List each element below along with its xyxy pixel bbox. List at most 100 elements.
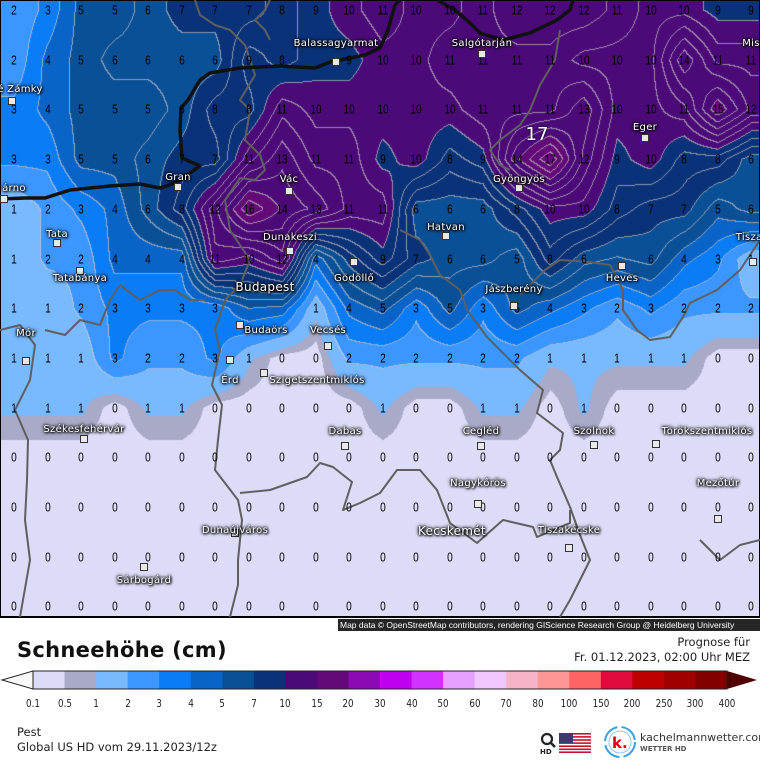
city-marker-gyongyos[interactable] — [515, 184, 523, 192]
kachelmann-logo-icon[interactable]: k. — [602, 725, 638, 759]
city-label-heves[interactable]: Heves — [605, 273, 639, 284]
city-label-torokszentmiklos[interactable]: Törökszentmiklós — [661, 426, 753, 437]
city-label-tiszaf[interactable]: Tiszaf — [735, 232, 760, 243]
city-label-dunaujvaros[interactable]: Dunaújváros — [201, 525, 269, 536]
city-marker-tatabanya[interactable] — [76, 267, 84, 275]
city-marker-jaszbereny[interactable] — [510, 302, 518, 310]
grid-value: 5 — [379, 300, 386, 316]
city-marker-nagykoros[interactable] — [474, 500, 482, 508]
city-label-szigetszentmiklos[interactable]: Szigetszentmiklós — [269, 375, 365, 386]
city-label-vac[interactable]: Vác — [279, 174, 299, 185]
city-label-mezotur[interactable]: Mezőtúr — [696, 478, 740, 489]
city-marker-arno[interactable] — [0, 195, 8, 203]
city-label-budaors[interactable]: Budaörs — [244, 325, 288, 336]
city-label-szolnok[interactable]: Szolnok — [573, 426, 615, 437]
grid-value: 0 — [312, 549, 319, 565]
city-label-jaszbereny[interactable]: Jászberény — [485, 284, 543, 295]
city-marker-szekesfehervar[interactable] — [80, 435, 88, 443]
city-label-dunakeszi[interactable]: Dunakeszi — [262, 232, 318, 243]
grid-value: 10 — [343, 2, 355, 18]
city-marker-szolnok[interactable] — [590, 441, 598, 449]
snow-depth-map[interactable]: 2 3 5 5 6 7 7 7 8 9 10 11 10 10 11 12 12 12 11 10 10 9 9 2 4 5 6 6 6… — [0, 0, 760, 618]
grid-value: 8 — [614, 201, 620, 217]
city-marker-mezotur[interactable] — [714, 515, 722, 523]
color-scale-bar — [0, 670, 757, 690]
legend-level-label: 300 — [687, 697, 704, 710]
city-label-balassagyarmat[interactable]: Balassagyarmat — [293, 38, 379, 49]
grid-value: 4 — [145, 251, 151, 266]
grid-value: 8 — [446, 151, 453, 167]
city-label-ezamky[interactable]: é Zámky — [0, 84, 43, 95]
grid-value: 3 — [11, 101, 17, 117]
city-marker-cegled[interactable] — [477, 442, 485, 450]
city-label-nagykoros[interactable]: Nagykőrös — [450, 478, 506, 489]
grid-value: 2 — [78, 300, 84, 316]
grid-value: 2 — [513, 350, 520, 366]
city-label-tiszakecske[interactable]: Tiszakécske — [537, 525, 601, 536]
city-label-mor[interactable]: Mór — [16, 328, 36, 339]
city-label-szekesfehervar[interactable]: Székesfehérvár — [43, 424, 125, 435]
city-marker-tiszaf[interactable] — [749, 258, 757, 266]
grid-value: 3 — [78, 201, 84, 217]
city-marker-torokszentmiklos[interactable] — [652, 440, 660, 448]
grid-value: 8 — [212, 101, 218, 117]
city-marker-godollo[interactable] — [350, 258, 358, 266]
magnifier-hd-icon[interactable]: HD — [537, 731, 559, 755]
city-label-hatvan[interactable]: Hatvan — [427, 222, 465, 233]
city-label-gyongyos[interactable]: Gyöngyös — [492, 174, 546, 185]
grid-value: 1 — [580, 350, 587, 366]
city-marker-vac[interactable] — [285, 187, 293, 195]
map-attribution[interactable]: Map data © OpenStreetMap contributors, r… — [338, 619, 760, 631]
city-marker-dunakeszi[interactable] — [286, 247, 294, 255]
city-marker-tiszakecske[interactable] — [565, 544, 573, 552]
city-marker-hatvan[interactable] — [442, 232, 450, 240]
city-label-cegled[interactable]: Cegléd — [462, 426, 500, 437]
grid-value: 11 — [243, 151, 254, 167]
city-label-gran[interactable]: Gran — [165, 172, 191, 183]
city-marker-tata[interactable] — [53, 239, 61, 247]
city-marker-vecses[interactable] — [324, 342, 332, 350]
city-marker-balassagyarmat[interactable] — [332, 58, 340, 66]
max-value-label: 17 — [525, 124, 549, 145]
city-label-sarbogard[interactable]: Sárbogárd — [116, 575, 172, 586]
grid-value: 6 — [111, 52, 118, 68]
city-marker-ezamky[interactable] — [8, 97, 16, 105]
grid-value: 0 — [748, 499, 754, 515]
grid-value: 6 — [145, 52, 151, 68]
grid-value: 2 — [446, 350, 453, 366]
city-marker-szigetszentmiklos[interactable] — [260, 369, 268, 377]
grid-value: 9 — [346, 52, 352, 68]
grid-value: 1 — [681, 350, 687, 366]
grid-value: 6 — [178, 52, 185, 68]
brand-name[interactable]: kachelmannwetter.com — [640, 731, 760, 744]
city-label-tatabanya[interactable]: Tatabánya — [52, 273, 108, 284]
city-label-budapest[interactable]: Budapest — [235, 280, 295, 294]
grid-value: 7 — [647, 201, 654, 217]
city-label-tata[interactable]: Tata — [46, 229, 68, 240]
city-marker-budaors[interactable] — [236, 321, 244, 329]
grid-value: 0 — [111, 549, 118, 565]
city-marker-heves[interactable] — [618, 262, 626, 270]
county-line — [399, 229, 468, 311]
city-label-dabas[interactable]: Dabas — [328, 426, 362, 437]
city-label-arno[interactable]: árno — [2, 183, 26, 194]
city-label-vecses[interactable]: Vecsés — [309, 325, 347, 336]
city-marker-erd[interactable] — [226, 356, 234, 364]
grid-value: 0 — [413, 598, 419, 614]
city-label-mis[interactable]: Mis — [742, 38, 760, 49]
city-label-erd[interactable]: Érd — [221, 375, 239, 386]
city-label-kecskemet[interactable]: Kecskemét — [418, 524, 486, 538]
us-flag-icon[interactable] — [559, 733, 591, 753]
grid-value: 0 — [111, 499, 118, 515]
city-marker-eger[interactable] — [641, 134, 649, 142]
city-label-eger[interactable]: Eger — [632, 122, 658, 133]
city-marker-mor[interactable] — [22, 357, 30, 365]
city-marker-sarbogard[interactable] — [140, 563, 148, 571]
city-marker-dabas[interactable] — [341, 442, 349, 450]
city-marker-dunaujvaros[interactable] — [231, 529, 239, 537]
grid-value: 0 — [346, 549, 352, 565]
city-marker-salgotarjan[interactable] — [478, 50, 486, 58]
city-label-godollo[interactable]: Gödöllő — [333, 273, 375, 284]
city-marker-gran[interactable] — [174, 183, 182, 191]
city-label-salgotarjan[interactable]: Salgótarján — [451, 38, 513, 49]
